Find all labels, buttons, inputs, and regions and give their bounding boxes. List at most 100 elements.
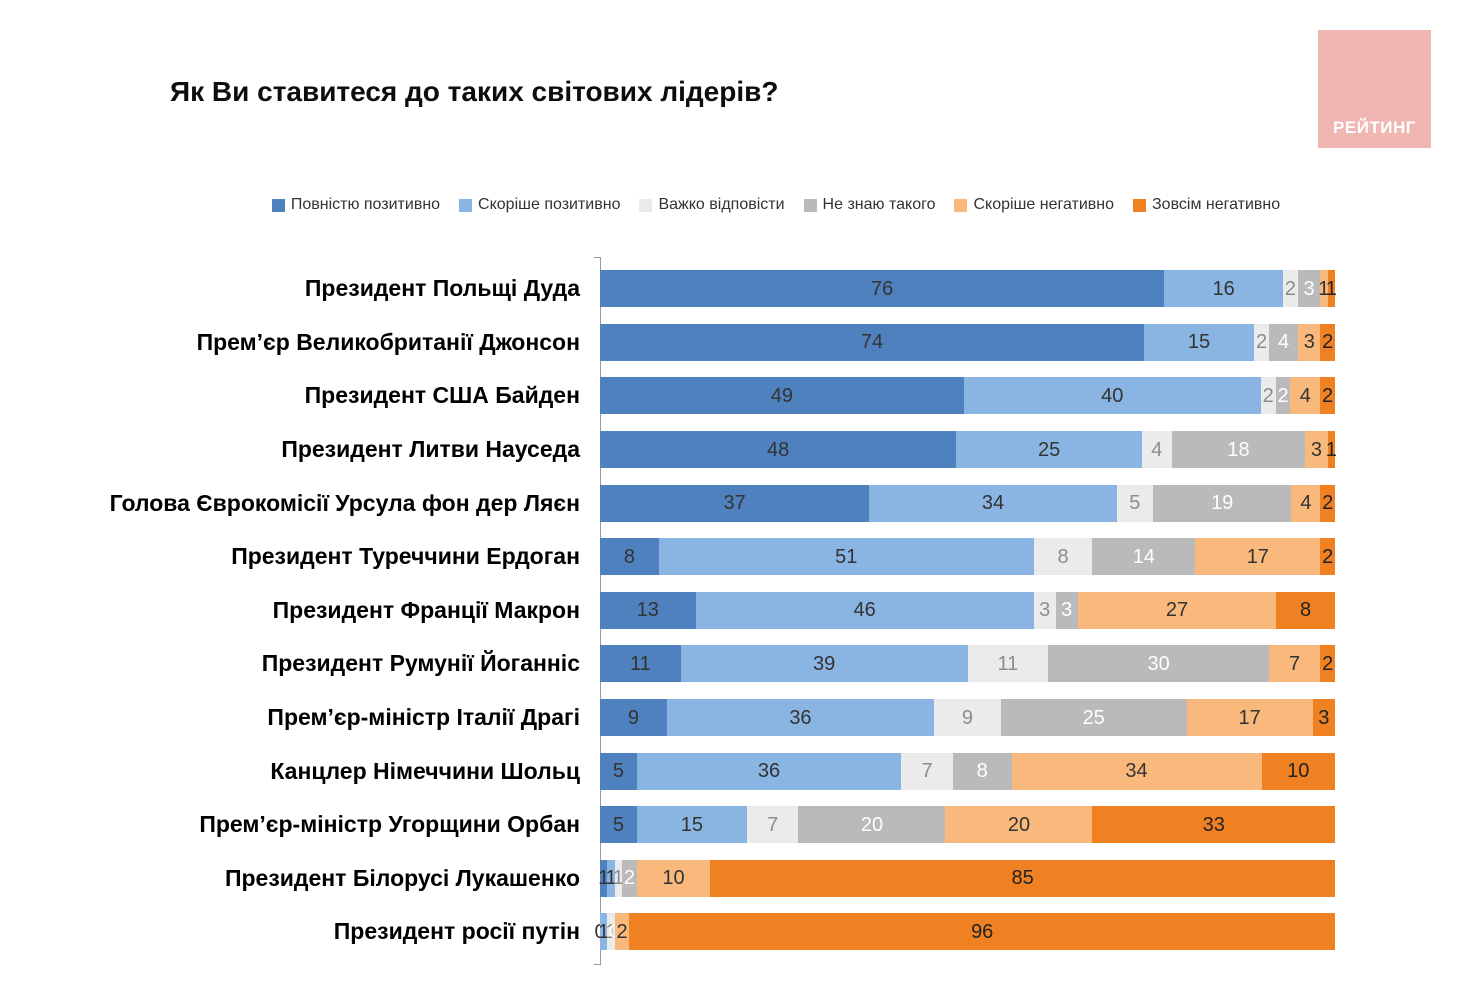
segment-value: 2 xyxy=(1322,492,1334,515)
segment-value: 4 xyxy=(1299,384,1311,407)
segment-value: 1 xyxy=(598,867,610,890)
segment-value: 19 xyxy=(1211,492,1234,515)
segment-value: 14 xyxy=(1132,545,1156,568)
bar-segment: 49 xyxy=(600,377,964,415)
segment-value: 2 xyxy=(623,867,635,890)
bar-segment: 1 xyxy=(605,859,617,897)
bar-segment: 1 xyxy=(598,859,610,897)
bar-segment: 5 xyxy=(1116,484,1154,522)
segment-value: 2 xyxy=(1322,331,1334,354)
segment-value: 10 xyxy=(662,867,685,890)
segment-value: 2 xyxy=(1322,652,1334,675)
stacked-bar: 11 39 11 30 7 2 xyxy=(600,645,1335,683)
bar-segment: 8 xyxy=(1276,591,1335,629)
bar-segment: 11 xyxy=(967,645,1049,683)
bar-segment: 2 xyxy=(1320,484,1335,522)
rating-logo-text: РЕЙТИНГ xyxy=(1333,118,1416,137)
segment-value: 8 xyxy=(1300,599,1312,622)
segment-value: 2 xyxy=(1322,384,1334,407)
bar-segment: 7 xyxy=(901,752,953,790)
chart-title: Як Ви ставитеся до таких світових лідері… xyxy=(170,76,779,107)
bar-segment: 96 xyxy=(629,913,1335,951)
legend-label: Зовсім негативно xyxy=(1152,196,1281,213)
category-label: Президент Румунії Йоганніс xyxy=(261,650,580,677)
segment-value: 51 xyxy=(835,545,858,568)
legend-item: Скоріше позитивно xyxy=(459,196,620,214)
bar-segment: 7 xyxy=(747,806,799,844)
legend-item: Важко відповісти xyxy=(639,196,785,214)
bar-segment: 34 xyxy=(869,484,1117,522)
segment-value: 11 xyxy=(630,652,651,675)
segment-value: 2 xyxy=(1255,331,1268,354)
segment-value: 4 xyxy=(1300,492,1312,515)
bar-segment: 1 xyxy=(613,859,624,897)
bar-segment: 33 xyxy=(1092,806,1335,844)
segment-value: 34 xyxy=(981,492,1005,515)
category-label: Президент Туреччини Ердоган xyxy=(231,543,580,570)
segment-value: 10 xyxy=(1287,760,1310,783)
stacked-bar: 76 16 2 3 1 1 xyxy=(600,270,1337,308)
segment-value: 16 xyxy=(1212,277,1235,300)
stacked-bar: 5 36 7 8 34 10 xyxy=(600,752,1335,790)
bar-row: Президент Франції Макрон 13 46 3 3 27 8 xyxy=(16,584,1346,638)
bar-segment: 39 xyxy=(680,645,968,683)
segment-value: 36 xyxy=(757,760,781,783)
bar-row: Президент США Байден 49 40 2 2 4 2 xyxy=(16,369,1346,423)
segment-value: 15 xyxy=(1187,331,1211,354)
bar-row: Президент Білорусі Лукашенко 1 1 1 2 10 85 xyxy=(16,852,1346,906)
segment-value: 3 xyxy=(1318,706,1330,729)
bar-segment: 25 xyxy=(1000,699,1187,737)
bar-segment: 27 xyxy=(1077,591,1277,629)
bar-segment: 11 xyxy=(600,645,681,683)
category-label: Президент Литви Науседа xyxy=(281,436,580,463)
segment-value: 1 xyxy=(1318,277,1330,300)
legend-swatch-icon xyxy=(459,198,473,212)
category-label: Прем’єр-міністр Угорщини Орбан xyxy=(199,811,580,838)
segment-value: 2 xyxy=(1262,384,1274,407)
bar-segment: 25 xyxy=(956,431,1142,469)
bar-row: Президент Туреччини Ердоган 8 51 8 14 17 2 xyxy=(16,530,1346,584)
bar-segment: 74 xyxy=(600,323,1144,361)
segment-value: 13 xyxy=(636,599,659,622)
bar-segment: 10 xyxy=(1261,752,1335,790)
segment-value: 2 xyxy=(616,920,628,943)
bar-row: Прем’єр-міністр Угорщини Орбан 5 15 7 20 20 33 xyxy=(16,798,1346,852)
bar-segment: 17 xyxy=(1195,538,1321,576)
bar-segment: 5 xyxy=(600,806,637,844)
bar-segment: 15 xyxy=(1143,323,1255,361)
legend-label: Важко відповісти xyxy=(658,196,785,213)
bar-row: Президент Польщі Дуда 76 16 2 3 1 1 xyxy=(16,262,1346,316)
bar-segment: 1 xyxy=(1326,431,1337,469)
bar-segment: 37 xyxy=(600,484,870,522)
category-label: Канцлер Німеччини Шольц xyxy=(270,757,580,784)
bar-segment: 4 xyxy=(1268,323,1299,361)
bar-segment: 3 xyxy=(1312,699,1335,737)
segment-value: 7 xyxy=(921,760,933,783)
bar-segment: 7 xyxy=(1268,645,1321,683)
segment-value: 1 xyxy=(605,867,617,890)
bar-segment: 9 xyxy=(934,699,1001,737)
bar-segment: 85 xyxy=(710,859,1335,897)
legend-swatch-icon xyxy=(954,198,968,212)
bar-segment: 2 xyxy=(1260,377,1276,415)
category-label: Президент Франції Макрон xyxy=(272,596,580,623)
bar-segment: 2 xyxy=(1320,323,1336,361)
segment-value: 3 xyxy=(1310,438,1322,461)
legend-item: Зовсім негативно xyxy=(1133,196,1280,214)
rating-logo: РЕЙТИНГ xyxy=(1318,30,1431,148)
segment-value: 7 xyxy=(1289,652,1301,675)
bar-segment: 2 xyxy=(614,913,630,951)
bar-segment: 2 xyxy=(1275,377,1291,415)
bar-segment: 8 xyxy=(600,538,659,576)
segment-value: 27 xyxy=(1165,599,1189,622)
segment-value: 2 xyxy=(1277,384,1289,407)
bar-segment: 30 xyxy=(1048,645,1269,683)
bar-segment: 3 xyxy=(1297,270,1321,308)
stacked-bar: 1 1 1 2 10 85 xyxy=(598,859,1335,897)
segment-value: 1 xyxy=(1325,277,1337,300)
segment-value: 34 xyxy=(1125,760,1148,783)
stacked-bar: 8 51 8 14 17 2 xyxy=(600,538,1335,576)
stacked-bar: 13 46 3 3 27 8 xyxy=(600,591,1335,629)
segment-value: 7 xyxy=(767,813,779,836)
